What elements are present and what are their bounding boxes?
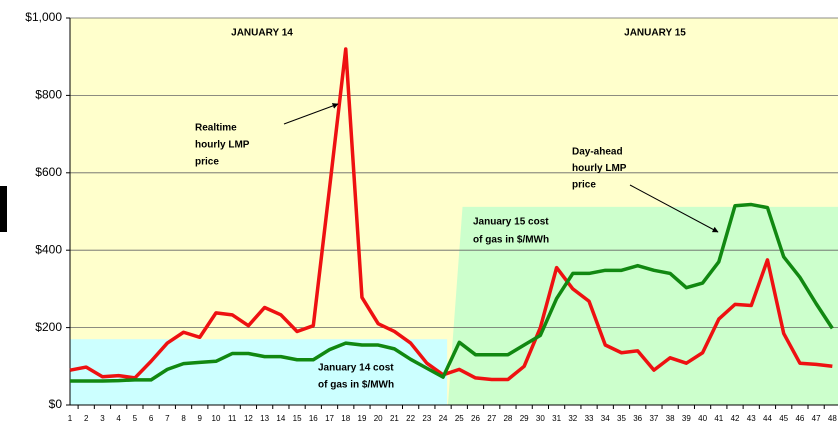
gas-annotation: January 14 cost (318, 363, 394, 374)
x-tick-label: 8 (181, 414, 186, 423)
x-tick-label: 19 (358, 414, 367, 423)
x-tick-label: 12 (244, 414, 253, 423)
x-tick-label: 35 (617, 414, 626, 423)
x-tick-label: 43 (747, 414, 756, 423)
y-tick-label: $800 (35, 88, 62, 102)
day-label: JANUARY 15 (624, 28, 686, 39)
y-tick-label: $200 (35, 320, 62, 334)
x-tick-label: 39 (682, 414, 691, 423)
x-tick-label: 1 (68, 414, 73, 423)
x-tick-label: 46 (795, 414, 804, 423)
x-tick-label: 38 (666, 414, 675, 423)
x-tick-label: 45 (779, 414, 788, 423)
x-tick-label: 37 (649, 414, 658, 423)
series-line (69, 47, 833, 382)
x-tick-label: 26 (471, 414, 480, 423)
gas-annotation: January 15 cost (473, 217, 549, 228)
x-tick-label: 16 (309, 414, 318, 423)
x-tick-label: 28 (503, 414, 512, 423)
x-tick-label: 47 (812, 414, 821, 423)
x-tick-label: 33 (585, 414, 594, 423)
x-tick-label: 48 (828, 414, 837, 423)
x-tick-label: 30 (536, 414, 545, 423)
x-tick-label: 32 (568, 414, 577, 423)
x-tick-label: 29 (520, 414, 529, 423)
x-tick-label: 7 (165, 414, 170, 423)
series-annotation: Day-ahead (572, 147, 623, 158)
x-tick-label: 9 (198, 414, 203, 423)
x-tick-label: 31 (552, 414, 561, 423)
series-annotation: price (195, 157, 219, 168)
x-tick-label: 11 (228, 414, 237, 423)
x-tick-label: 4 (116, 414, 121, 423)
x-tick-label: 3 (100, 414, 105, 423)
day-label: JANUARY 14 (231, 28, 293, 39)
x-tick-label: 10 (212, 414, 221, 423)
gas-annotation: of gas in $/MWh (473, 235, 549, 246)
y-tick-label: $0 (49, 397, 63, 411)
series-annotation: Realtime (195, 123, 237, 134)
x-tick-label: 22 (406, 414, 415, 423)
gas-annotation: of gas in $/MWh (318, 380, 394, 391)
gas-cost-area (447, 206, 838, 405)
x-tick-label: 25 (455, 414, 464, 423)
x-tick-label: 15 (293, 414, 302, 423)
x-tick-label: 24 (439, 414, 448, 423)
x-tick-label: 5 (133, 414, 138, 423)
x-tick-label: 20 (374, 414, 383, 423)
x-tick-label: 2 (84, 414, 89, 423)
x-tick-label: 36 (633, 414, 642, 423)
x-tick-label: 27 (487, 414, 496, 423)
x-tick-label: 18 (341, 414, 350, 423)
series-annotation: hourly LMP (195, 140, 250, 151)
x-tick-label: 44 (763, 414, 772, 423)
x-tick-label: 40 (698, 414, 707, 423)
x-tick-label: 34 (601, 414, 610, 423)
series-annotation: hourly LMP (572, 163, 627, 174)
x-tick-label: 13 (260, 414, 269, 423)
x-tick-label: 21 (390, 414, 399, 423)
gas-cost-area (70, 339, 448, 405)
arrow (629, 184, 719, 233)
series-line (70, 202, 834, 383)
y-tick-label: $600 (35, 165, 62, 179)
y-tick-label: $400 (35, 242, 62, 256)
edge-block (0, 186, 7, 232)
x-tick-label: 14 (276, 414, 285, 423)
x-tick-label: 42 (731, 414, 740, 423)
x-tick-label: 17 (325, 414, 334, 423)
series-annotation: price (572, 180, 596, 191)
x-tick-label: 23 (422, 414, 431, 423)
x-tick-label: 41 (714, 414, 723, 423)
y-tick-label: $1,000 (25, 10, 62, 24)
arrow (283, 103, 339, 125)
x-tick-label: 6 (149, 414, 154, 423)
